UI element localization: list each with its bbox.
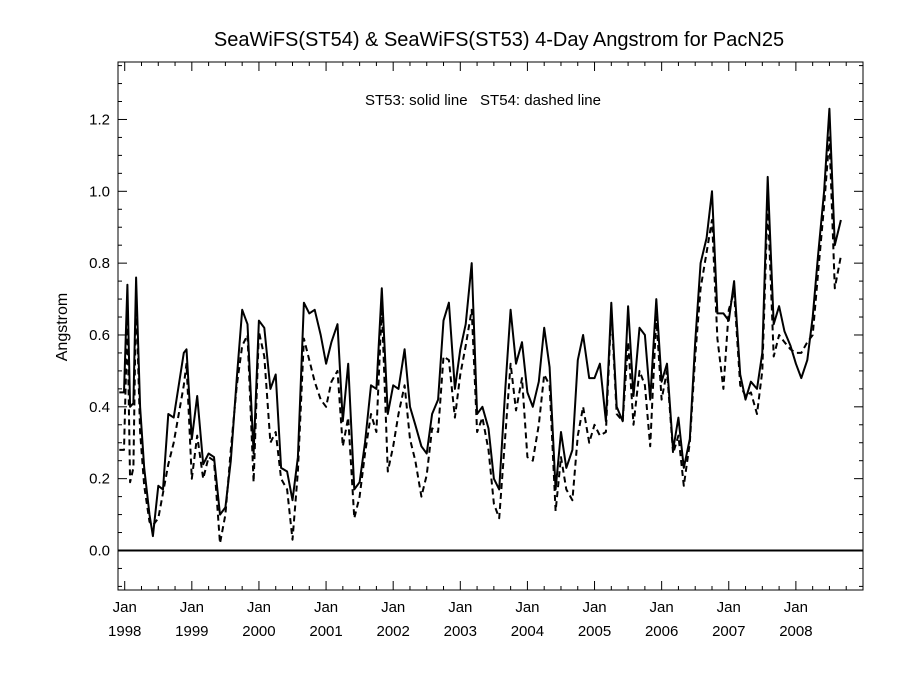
x-tick-label-year: 1999	[175, 623, 208, 640]
x-tick-label-month: Jan	[784, 599, 808, 616]
series-line-st53	[119, 107, 842, 538]
y-tick-label: 0.2	[89, 471, 110, 488]
x-tick-label-month: Jan	[448, 599, 472, 616]
x-tick-label-year: 2005	[578, 623, 611, 640]
chart-title: SeaWiFS(ST54) & SeaWiFS(ST53) 4-Day Angs…	[214, 29, 784, 51]
y-tick-label: 0.6	[89, 327, 110, 344]
y-axis-label: Angstrom	[54, 293, 71, 361]
x-tick-label-year: 2001	[309, 623, 342, 640]
x-ticks: Jan 1998 Jan 1999 Jan 2000 Jan 2001 Jan 2002 Jan 20…	[108, 62, 864, 640]
x-tick-label-year: 2006	[645, 623, 678, 640]
x-tick-label-year: 2004	[511, 623, 544, 640]
x-tick-label-month: Jan	[113, 599, 137, 616]
x-tick-label-year: 2007	[712, 623, 745, 640]
x-tick-label-month: Jan	[582, 599, 606, 616]
y-tick-label: 0.0	[89, 542, 110, 559]
x-tick-label-year: 2002	[376, 623, 409, 640]
x-tick-label-month: Jan	[247, 599, 271, 616]
x-tick-label-year: 2008	[779, 623, 812, 640]
x-tick-label-month: Jan	[381, 599, 405, 616]
y-ticks: 0.0 0.2 0.4 0.6 0.8 1.0 1.2	[89, 65, 863, 587]
y-tick-label: 0.8	[89, 255, 110, 272]
x-tick-label-month: Jan	[650, 599, 674, 616]
y-tick-label: 1.2	[89, 111, 110, 128]
x-tick-label-year: 2003	[444, 623, 477, 640]
series-annotation: ST53: solid line ST54: dashed line	[365, 92, 601, 109]
y-tick-label: 0.4	[89, 399, 110, 416]
x-tick-label-month: Jan	[717, 599, 741, 616]
x-tick-label-month: Jan	[180, 599, 204, 616]
series-line-st54	[119, 136, 842, 545]
series-lines	[119, 107, 842, 545]
y-tick-label: 1.0	[89, 183, 110, 200]
plot-frame	[117, 61, 864, 591]
x-tick-label-year: 2000	[242, 623, 275, 640]
x-tick-label-year: 1998	[108, 623, 141, 640]
x-tick-label-month: Jan	[515, 599, 539, 616]
x-tick-label-month: Jan	[314, 599, 338, 616]
